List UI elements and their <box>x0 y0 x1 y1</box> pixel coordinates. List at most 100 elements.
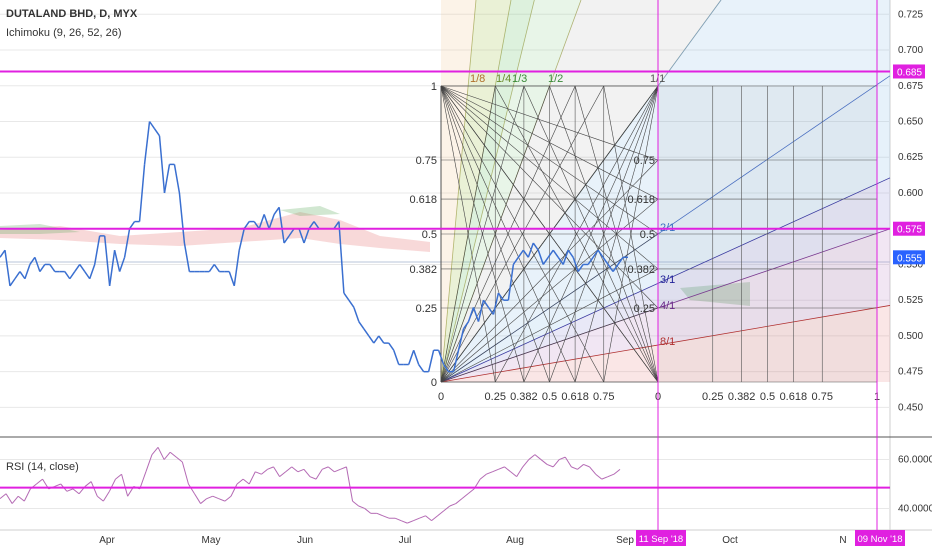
price-segment <box>343 292 350 301</box>
price-segment <box>263 214 270 229</box>
price-segment <box>418 364 425 373</box>
price-segment <box>592 249 599 258</box>
rsi-segment <box>139 471 147 490</box>
rsi-segment <box>23 488 31 502</box>
rsi-tick-label: 60.0000 <box>898 455 932 466</box>
y-tick-label: 0.550 <box>898 259 923 270</box>
rsi-segment <box>394 517 402 522</box>
rsi-segment <box>407 520 414 524</box>
rsi-segment <box>437 510 445 517</box>
rsi-segment <box>492 468 499 473</box>
price-segment <box>113 249 121 272</box>
rsi-segment <box>54 483 61 487</box>
price-segment <box>178 192 186 244</box>
rsi-segment <box>479 473 487 480</box>
rsi-segment <box>413 517 420 522</box>
rsi-segment <box>461 493 469 500</box>
fib-level-label: 0.5 <box>422 229 437 241</box>
rsi-segment <box>345 466 354 502</box>
fib-x-label: 0.382 <box>510 391 538 403</box>
price-segment <box>462 321 470 330</box>
rsi-segment <box>486 471 493 475</box>
price-segment <box>303 228 310 244</box>
price-segment <box>532 242 539 251</box>
gann-diag <box>440 85 659 235</box>
rsi-segment <box>5 493 13 504</box>
price-segment <box>298 228 305 244</box>
price-segment <box>138 164 146 222</box>
rsi-segment <box>0 493 7 500</box>
fan-label-top: 1/8 <box>470 73 485 85</box>
rsi-segment <box>607 473 615 478</box>
price-segment <box>507 264 515 301</box>
price-segment <box>393 349 400 365</box>
price-segment <box>427 350 435 372</box>
rsi-segment <box>297 468 305 473</box>
y-tick-label: 0.700 <box>898 45 923 56</box>
price-tag-label: 0.685 <box>897 67 922 78</box>
price-segment <box>173 164 181 194</box>
price-segment <box>487 306 495 315</box>
rsi-segment <box>218 498 226 502</box>
fib-x-label: 0.25 <box>485 391 506 403</box>
price-segment <box>228 271 235 287</box>
rsi-segment <box>577 464 584 470</box>
price-segment <box>412 349 420 365</box>
fan-label-top: 1/4 <box>496 73 511 85</box>
price-segment <box>118 257 126 272</box>
price-segment <box>522 249 529 258</box>
price-segment <box>607 264 614 273</box>
fan-label-right: 4/1 <box>660 300 675 312</box>
date-marker-bg <box>855 530 905 546</box>
gann-diag <box>574 85 659 383</box>
rsi-segment <box>261 468 268 475</box>
price-segment <box>283 235 290 244</box>
price-segment <box>373 335 380 344</box>
rsi-segment <box>66 488 74 492</box>
rsi-segment <box>206 495 213 500</box>
price-segment <box>74 264 81 273</box>
price-segment <box>602 256 609 265</box>
x-month-label: May <box>202 535 221 546</box>
price-segment <box>338 221 345 294</box>
ichimoku-cloud-green <box>280 206 340 216</box>
price-tag-bg <box>893 221 925 236</box>
price-segment <box>143 121 151 165</box>
rsi-segment <box>467 488 475 495</box>
price-segment <box>29 256 36 265</box>
gann-diag <box>440 85 659 309</box>
symbol-title[interactable]: DUTALAND BHD, D, MYX <box>6 8 138 20</box>
price-segment <box>183 242 191 272</box>
price-segment <box>477 300 485 322</box>
price-segment <box>313 221 320 230</box>
price-segment <box>537 249 544 265</box>
rsi-segment <box>188 483 195 495</box>
ichimoku-legend[interactable]: Ichimoku (9, 26, 52, 26) <box>6 27 122 39</box>
price-segment <box>308 221 315 230</box>
rsi-segment <box>96 495 104 502</box>
price-tag-label: 0.575 <box>897 225 922 236</box>
rsi-segment <box>352 500 359 507</box>
rsi-legend[interactable]: RSI (14, close) <box>6 461 79 473</box>
gann-diag <box>440 85 550 383</box>
price-segment <box>4 250 11 287</box>
rsi-segment <box>364 508 372 514</box>
price-segment <box>278 207 285 244</box>
rsi-segment <box>242 478 250 485</box>
price-segment <box>527 242 535 258</box>
fan-label-top: 1/2 <box>548 73 563 85</box>
fib-x-label: 0.618 <box>561 391 589 403</box>
x-month-label: Jul <box>399 535 412 546</box>
gann-fan-wedge <box>441 0 890 382</box>
fib-level-label-right: 0.25 <box>634 303 655 315</box>
y-tick-label: 0.475 <box>898 367 923 378</box>
rsi-segment <box>309 476 317 480</box>
rsi-segment <box>200 498 207 504</box>
fib-level-label: 0 <box>431 377 437 389</box>
price-segment <box>24 264 31 280</box>
price-segment <box>19 271 26 280</box>
price-segment <box>353 307 360 322</box>
price-segment <box>128 221 136 230</box>
gann-diag <box>440 85 525 383</box>
price-segment <box>358 321 365 330</box>
